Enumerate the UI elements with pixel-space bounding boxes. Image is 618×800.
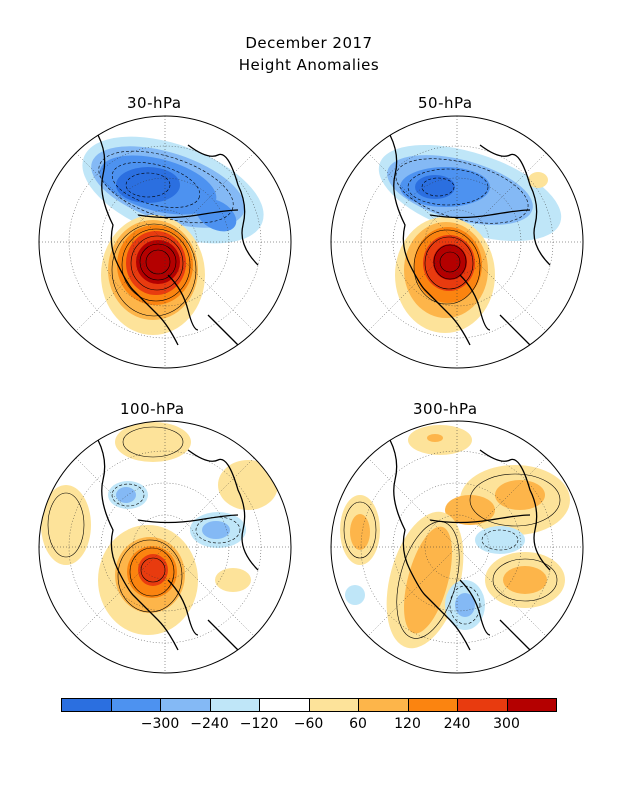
colorbar-swatch	[259, 698, 310, 712]
colorbar-label: −300	[140, 716, 180, 732]
coastlines	[97, 134, 259, 346]
colorbar-swatch	[358, 698, 409, 712]
colorbar-label: −240	[190, 716, 229, 732]
colorbar-swatch	[209, 698, 260, 712]
title-line-1: December 2017	[245, 34, 373, 52]
coastlines	[97, 439, 259, 651]
colorbar-swatch	[110, 698, 161, 712]
colorbar-label: −60	[293, 716, 324, 732]
panel-label-50hpa: 50-hPa	[418, 94, 473, 112]
panel-label-300hpa: 300-hPa	[413, 400, 478, 418]
title-line-2: Height Anomalies	[238, 56, 380, 74]
map-50hpa	[330, 115, 584, 369]
map-30hpa	[38, 115, 292, 369]
colorbar-label: 300	[493, 716, 520, 732]
colorbar-swatch	[407, 698, 458, 712]
colorbar-label: 60	[349, 716, 367, 732]
colorbar-label: 240	[443, 716, 471, 732]
map-100hpa	[38, 420, 292, 674]
colorbar-label: −120	[239, 716, 279, 732]
panel-label-30hpa: 30-hPa	[127, 94, 182, 112]
colorbar-swatch	[160, 698, 211, 712]
panel-label-100hpa: 100-hPa	[120, 400, 185, 418]
colorbar-swatch	[457, 698, 508, 712]
colorbar-swatch	[61, 698, 112, 712]
coastlines	[389, 439, 551, 651]
coastlines	[389, 134, 551, 346]
colorbar-label: 120	[394, 716, 421, 732]
colorbar-swatch	[506, 698, 557, 712]
map-300hpa	[330, 420, 584, 674]
colorbar-swatch	[308, 698, 359, 712]
